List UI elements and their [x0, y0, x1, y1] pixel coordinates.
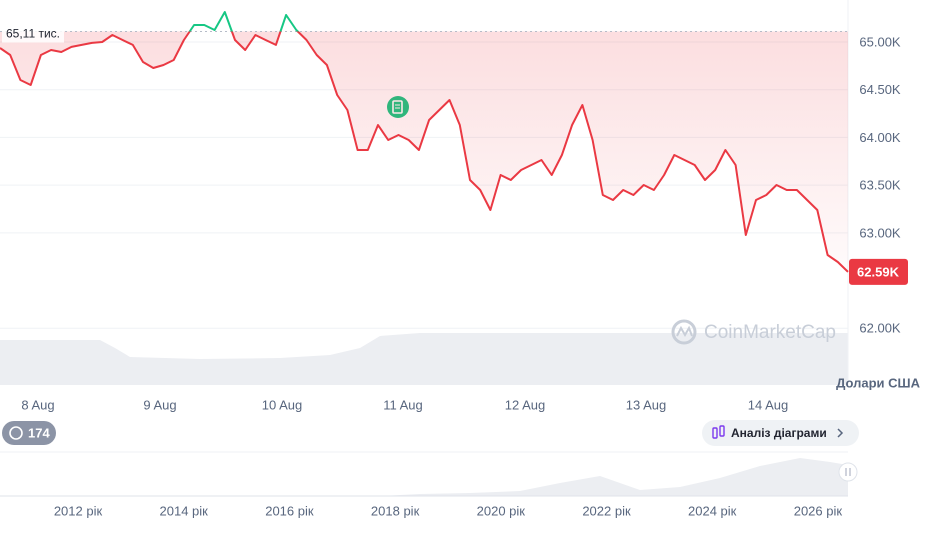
range-label: 2016 рік: [265, 503, 314, 518]
range-label: 2026 рік: [794, 503, 843, 518]
x-tick-label: 13 Aug: [626, 397, 667, 412]
range-label: 2024 рік: [688, 503, 737, 518]
badge-text: 174: [28, 425, 50, 440]
y-tick-label: 64.00K: [859, 130, 901, 145]
event-badge[interactable]: 174: [2, 421, 56, 445]
currency-label: Долари США: [836, 375, 921, 390]
x-tick-label: 10 Aug: [262, 397, 303, 412]
y-tick-label: 62.00K: [859, 321, 901, 336]
area-fill: [0, 31, 848, 272]
x-tick-label: 9 Aug: [143, 397, 176, 412]
range-label: 2012 рік: [54, 503, 103, 518]
range-label: 2018 рік: [371, 503, 420, 518]
x-tick-label: 12 Aug: [505, 397, 546, 412]
x-tick-label: 14 Aug: [748, 397, 789, 412]
volume-area: [0, 333, 848, 385]
watermark: CoinMarketCap: [671, 319, 836, 345]
range-label: 2022 рік: [582, 503, 631, 518]
last-price-label: 62.59K: [857, 264, 900, 279]
last-price-badge: [849, 258, 908, 285]
watermark-text: CoinMarketCap: [704, 322, 836, 343]
chart-analysis-button[interactable]: Аналіз діаграми: [702, 420, 859, 446]
y-tick-label: 65.00K: [859, 34, 901, 49]
y-tick-label: 63.00K: [859, 225, 901, 240]
y-tick-label: 64.50K: [859, 82, 901, 97]
reference-label-bg: [2, 28, 64, 43]
range-label: 2014 рік: [160, 503, 209, 518]
y-tick-label: 63.50K: [859, 178, 901, 193]
x-tick-label: 11 Aug: [383, 397, 423, 412]
button-text: Аналіз діаграми: [731, 426, 827, 440]
navigator: [0, 451, 858, 497]
price-line: [0, 11, 849, 273]
x-tick-label: 8 Aug: [21, 397, 54, 412]
range-label: 2020 рік: [477, 503, 526, 518]
reference-label: 65,11 тис.: [6, 27, 60, 41]
